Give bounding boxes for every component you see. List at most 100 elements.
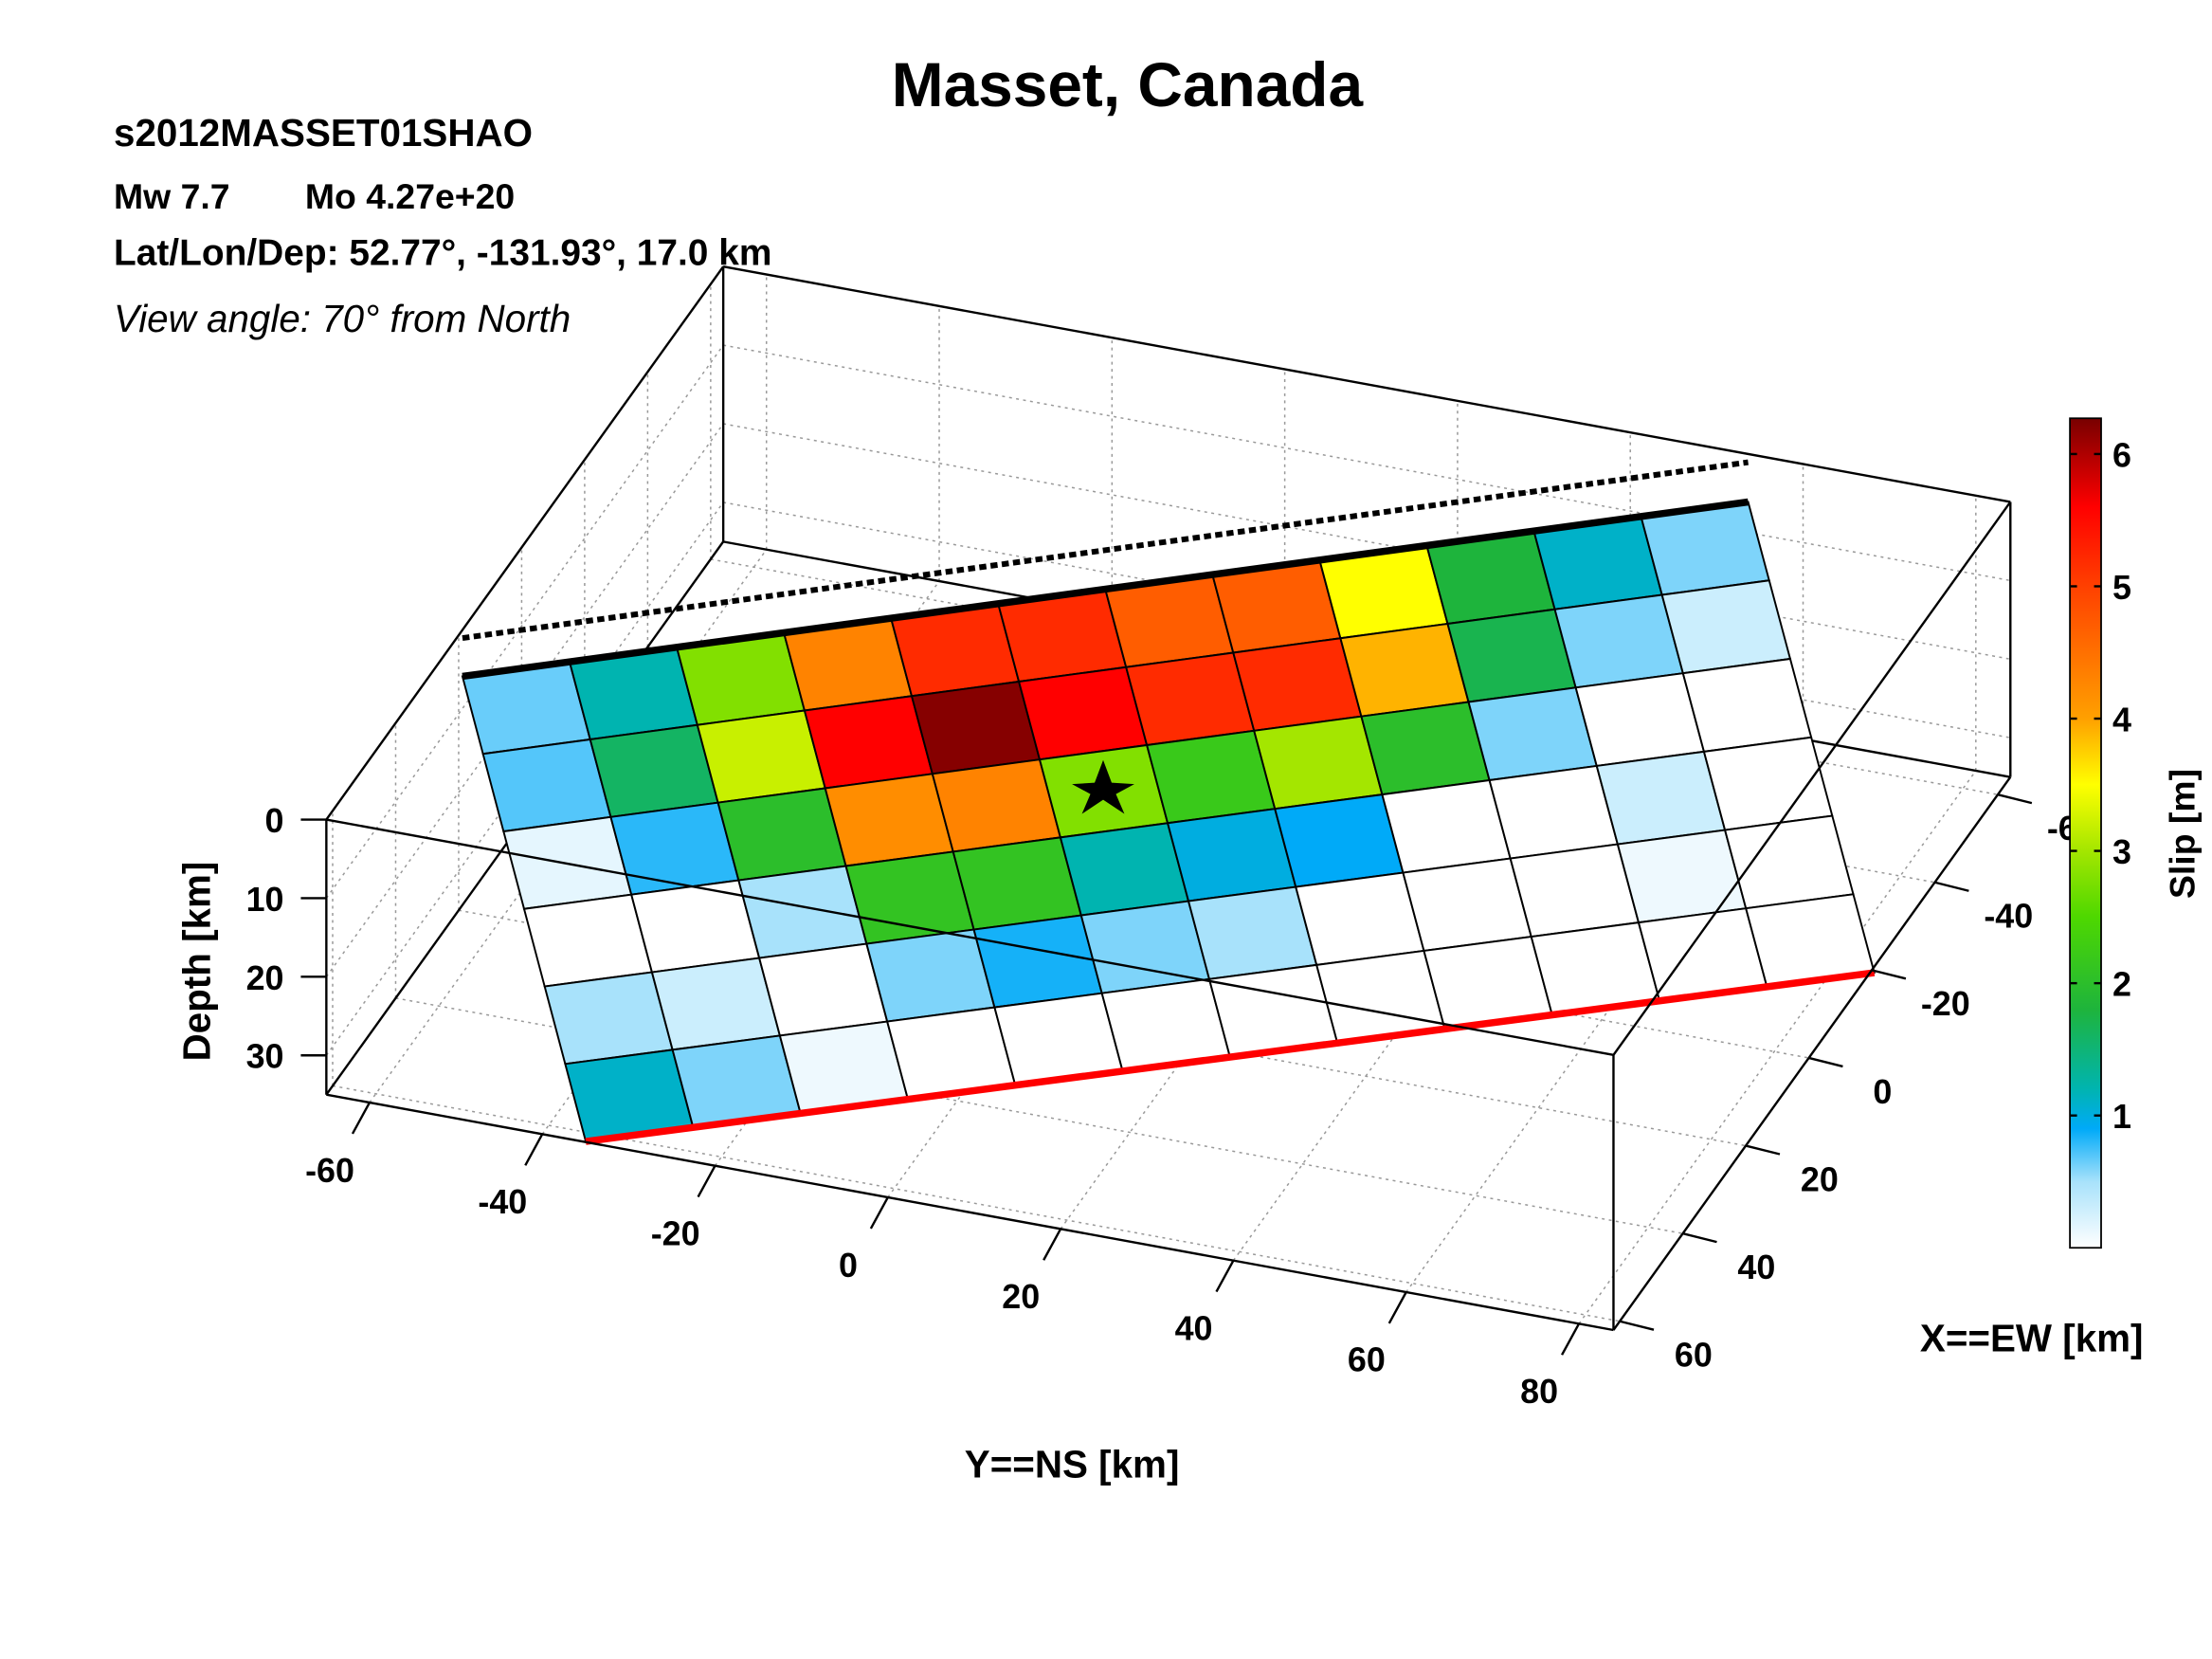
slip-cell <box>696 709 826 804</box>
colorbar-tick-label: 2 <box>2112 966 2131 1004</box>
box-edge <box>325 265 725 821</box>
colorbar-tick-label: 1 <box>2112 1098 2131 1136</box>
x-tick-label: -40 <box>1984 898 2033 936</box>
hypocenter-star <box>1072 759 1134 814</box>
slip-cell <box>609 801 740 896</box>
slip-cell <box>972 914 1103 1009</box>
magnitude: Mw 7.7 <box>114 176 230 216</box>
x-tick <box>1997 793 2033 805</box>
grid-line <box>325 344 724 899</box>
z-tick-label: 20 <box>246 959 284 997</box>
grid-line <box>332 1085 1621 1322</box>
slip-cell <box>522 893 654 988</box>
z-tick-label: 30 <box>246 1038 284 1076</box>
view-angle: View angle: 70° from North <box>114 297 571 340</box>
slip-cell <box>1509 843 1641 939</box>
x-tick-label: 60 <box>1675 1337 1713 1375</box>
slip-cell <box>1187 885 1318 980</box>
slip-cell <box>1145 729 1277 825</box>
slip-cell <box>1488 764 1620 860</box>
box-edge <box>1612 501 2012 1056</box>
slip-cell <box>952 836 1083 931</box>
x-tick <box>1619 1320 1655 1331</box>
x-tick-label: 40 <box>1737 1249 1775 1286</box>
y-tick <box>869 1196 889 1230</box>
slip-cell <box>1232 637 1363 732</box>
box-edge <box>1612 775 2012 1331</box>
y-tick <box>1561 1322 1581 1356</box>
y-tick <box>1387 1291 1407 1324</box>
slip-cell <box>1553 593 1685 689</box>
slip-cell <box>1702 736 1834 831</box>
slip-cell <box>1017 665 1149 761</box>
slip-cell <box>1360 701 1491 796</box>
x-tick <box>1808 1056 1843 1068</box>
y-tick-label: 0 <box>839 1247 858 1285</box>
z-tick-label: 10 <box>246 881 284 919</box>
y-tick-label: 80 <box>1520 1373 1558 1411</box>
x-tick-label: -20 <box>1921 985 1970 1023</box>
slip-cell <box>1294 871 1425 966</box>
fault-bottom <box>585 969 1876 1145</box>
y-tick <box>697 1165 716 1198</box>
x-tick-label: 20 <box>1801 1160 1839 1198</box>
slip-cell <box>1274 793 1405 888</box>
slip-cell <box>1079 900 1211 994</box>
box-edge <box>326 1093 1614 1332</box>
z-tick-label: 0 <box>265 802 284 840</box>
slip-cell <box>844 850 975 945</box>
grid-line <box>395 997 1683 1234</box>
slip-cell <box>1402 857 1532 953</box>
y-tick-label: -60 <box>305 1152 354 1190</box>
box-edge <box>326 818 1614 1056</box>
colorbar-tick-label: 3 <box>2112 833 2131 871</box>
slip-cell <box>1616 829 1748 924</box>
fault-plane <box>461 459 1876 1145</box>
y-tick <box>1215 1260 1235 1293</box>
y-axis-label: Y==NS [km] <box>965 1443 1180 1486</box>
x-tick <box>1934 881 1969 892</box>
slip-cell <box>1574 672 1706 768</box>
x-axis-label: X==EW [km] <box>1920 1316 2144 1359</box>
z-axis-label: Depth [km] <box>175 862 219 1062</box>
slip-cell <box>1253 715 1384 811</box>
slip-cell <box>737 865 868 959</box>
slip-cell <box>803 695 934 790</box>
x-tick <box>1745 1144 1781 1156</box>
colorbar-tick-label: 4 <box>2112 701 2131 738</box>
y-tick <box>1043 1228 1062 1261</box>
colorbar-tick-label: 5 <box>2112 569 2131 607</box>
fault-top <box>462 498 1750 681</box>
y-tick-label: 20 <box>1002 1278 1040 1316</box>
colorbar-tick-label: 6 <box>2112 436 2131 474</box>
surface-trace <box>462 459 1749 642</box>
y-tick-label: 60 <box>1348 1341 1386 1379</box>
grid-line <box>1578 770 1977 1324</box>
x-tick <box>1871 969 1907 980</box>
y-tick <box>524 1133 544 1166</box>
slip-cell <box>1339 622 1470 718</box>
slip-cell <box>716 787 847 882</box>
front-layer: -60-40-20020406080-60-40-200204060010203… <box>246 265 2131 1411</box>
slip-cell <box>1595 750 1727 846</box>
slip-cell <box>1446 608 1577 703</box>
slip-cell <box>543 971 674 1066</box>
slip-cell <box>910 680 1042 775</box>
slip-cell <box>824 773 954 867</box>
colorbar <box>2069 417 2102 1249</box>
x-tick <box>1682 1231 1717 1244</box>
slip-cell <box>865 928 996 1023</box>
y-tick-label: -20 <box>651 1214 700 1252</box>
x-tick-label: 0 <box>1873 1073 1892 1111</box>
grid-line <box>723 344 2011 582</box>
slip-cell <box>481 738 612 833</box>
chart-title: Masset, Canada <box>892 49 1365 119</box>
slip-cell <box>1660 579 1792 675</box>
y-tick-label: -40 <box>478 1183 527 1221</box>
slip-cell <box>757 942 889 1037</box>
slip-cell <box>931 758 1062 853</box>
y-tick-label: 40 <box>1175 1309 1213 1347</box>
slip-cell <box>1166 808 1297 902</box>
